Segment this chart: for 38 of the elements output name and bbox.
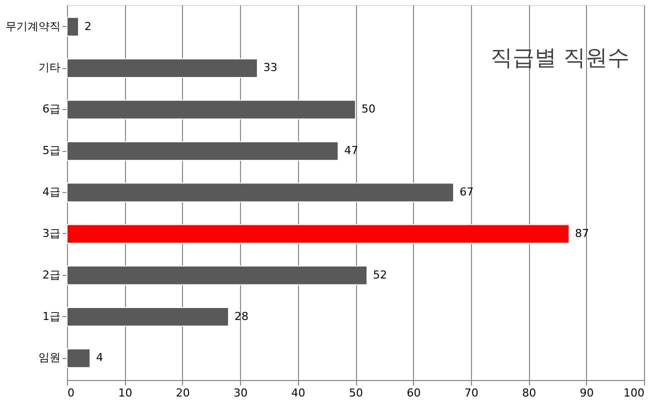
bar	[66, 306, 230, 327]
data-label: 87	[574, 226, 589, 240]
bar	[66, 182, 454, 202]
x-tick-label: 30	[234, 386, 248, 400]
bar	[66, 16, 80, 37]
y-tick-label: 5급	[42, 144, 60, 158]
x-tick-label: 100	[624, 386, 644, 400]
bar	[66, 141, 339, 161]
y-tick-label: 2급	[42, 268, 60, 282]
bar	[66, 100, 356, 120]
bar	[66, 58, 258, 78]
data-label: 67	[460, 186, 474, 198]
y-tick-label: 4급	[42, 186, 60, 198]
y-tick-label: 무기계약직	[6, 20, 60, 33]
y-tick-label: 1급	[42, 310, 60, 323]
bar	[66, 266, 368, 286]
x-tick-label: 70	[464, 386, 478, 400]
bar	[66, 224, 570, 244]
x-tick-label: 40	[291, 386, 306, 400]
bar	[66, 348, 91, 368]
x-tick-label: 60	[406, 386, 421, 400]
x-tick-label: 0	[68, 386, 74, 400]
data-label: 47	[344, 144, 358, 158]
y-tick-label: 6급	[42, 102, 60, 116]
y-tick-label: 3급	[42, 226, 60, 240]
x-tick-label: 10	[118, 386, 132, 400]
x-tick-label: 50	[349, 386, 363, 400]
y-tick-label: 임원	[38, 351, 60, 364]
y-tick-label: 기타	[38, 61, 60, 74]
x-tick-label: 80	[522, 386, 536, 400]
data-label: 52	[373, 268, 388, 282]
data-label: 2	[84, 20, 92, 33]
data-label: 50	[362, 102, 376, 116]
data-label: 28	[234, 310, 249, 323]
data-label: 33	[263, 61, 278, 74]
x-tick-label: 20	[176, 386, 190, 400]
x-tick-label: 90	[580, 386, 594, 400]
data-label: 4	[96, 351, 104, 364]
